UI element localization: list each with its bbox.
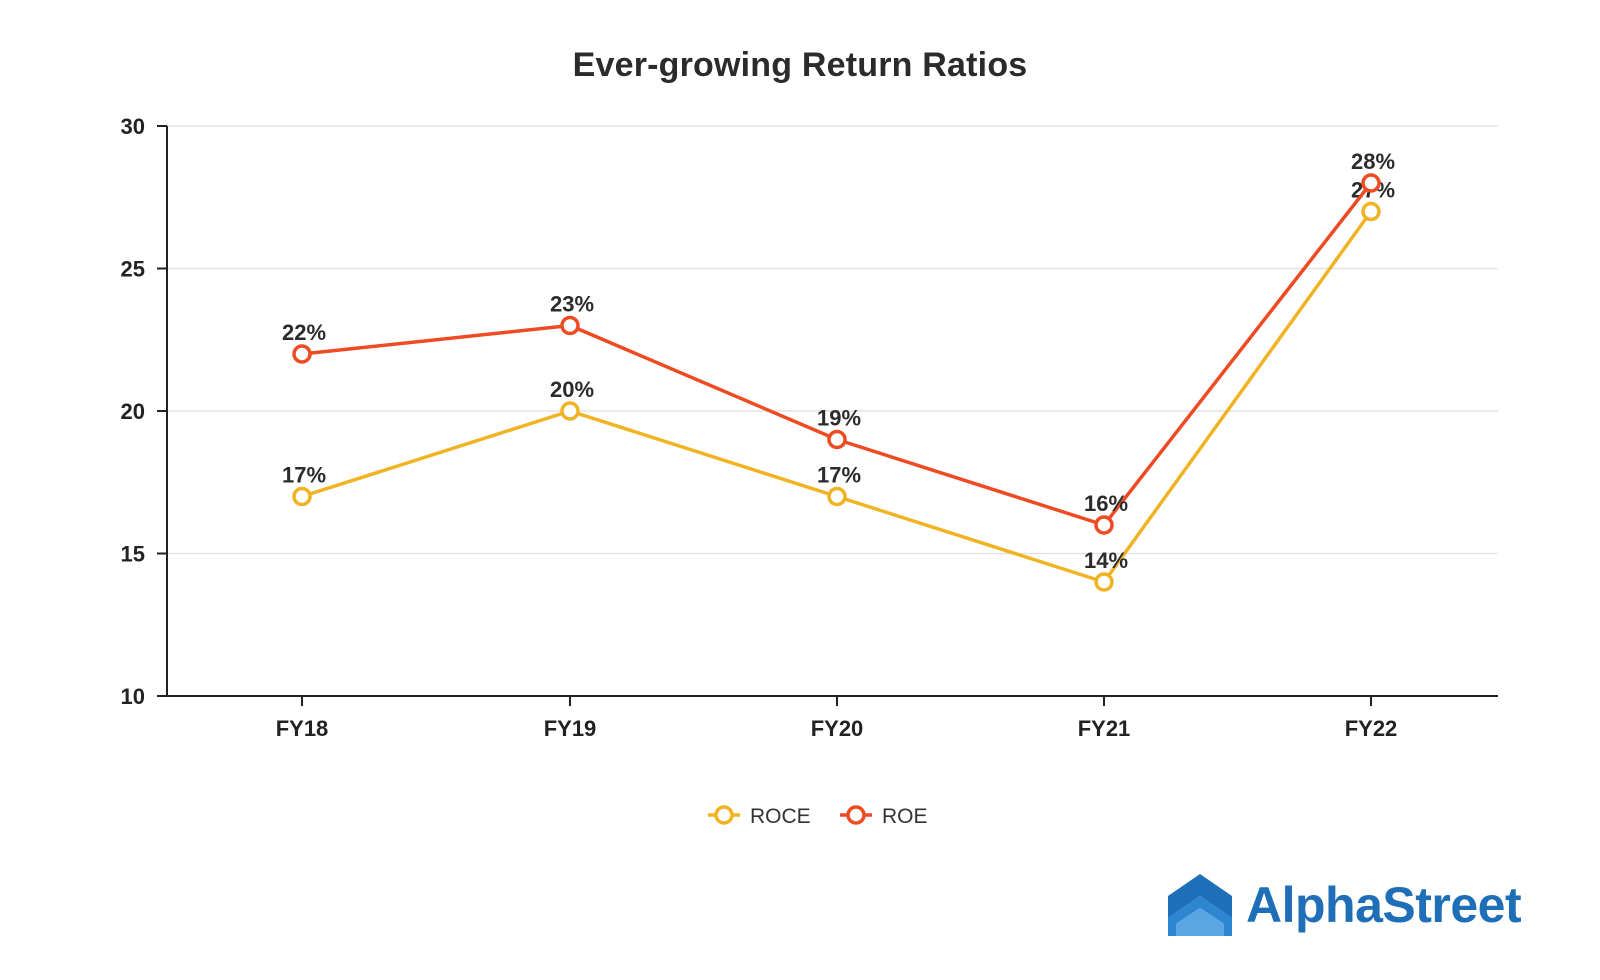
y-tick-label-10: 10 [121,684,145,709]
data-label-roce-FY19: 20% [550,377,594,402]
x-tick-label-FY20: FY20 [811,716,864,741]
data-point-roce-FY20 [827,486,847,507]
data-label-roce-FY20: 17% [817,463,861,488]
data-point-roce-FY18 [292,486,312,507]
legend-marker-roe [846,805,866,825]
legend-marker-roce [714,805,734,825]
data-point-roe-FY20 [827,429,847,450]
data-label-roe-FY22: 28% [1351,149,1395,174]
data-point-roce-FY21 [1094,572,1114,592]
y-tick-label-25: 25 [121,257,145,282]
data-point-roce-FY22 [1361,201,1381,222]
data-point-roe-FY22 [1361,173,1381,193]
y-tick-label-15: 15 [121,542,145,567]
x-tick-label-FY19: FY19 [544,716,597,741]
y-tick-label-20: 20 [121,399,145,424]
data-label-roe-FY21: 16% [1084,491,1128,516]
data-label-roe-FY19: 23% [550,292,594,317]
data-point-roe-FY18 [292,344,312,364]
x-tick-label-FY21: FY21 [1078,716,1131,741]
x-tick-label-FY18: FY18 [276,716,329,741]
legend-label-roce: ROCE [750,805,811,828]
brand-logo: AlphaStreet [1168,870,1522,940]
data-label-roe-FY18: 22% [282,320,326,345]
legend-label-roe: ROE [882,805,928,828]
brand-name: AlphaStreet [1246,877,1522,933]
chart-title: Ever-growing Return Ratios [572,46,1028,84]
y-tick-label-30: 30 [121,114,145,139]
data-point-roe-FY19 [560,315,580,336]
data-point-roe-FY21 [1094,515,1114,535]
data-label-roe-FY20: 19% [817,406,861,431]
x-tick-label-FY22: FY22 [1345,716,1398,741]
data-label-roce-FY18: 17% [282,463,326,488]
series-line-roce [301,210,1373,584]
data-label-roce-FY21: 14% [1084,548,1128,573]
data-point-roce-FY19 [560,401,580,421]
alphastreet-logo-icon [1168,874,1232,936]
